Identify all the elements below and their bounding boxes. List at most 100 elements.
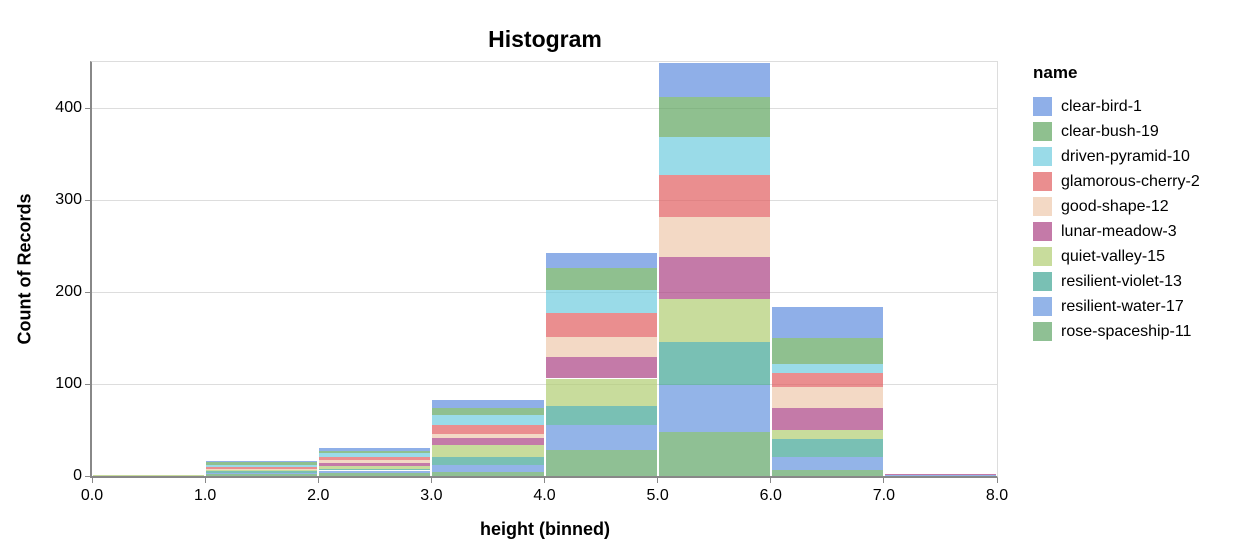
y-tick-label: 0 bbox=[73, 467, 82, 484]
bar-segment bbox=[432, 433, 544, 439]
bar-segment bbox=[206, 473, 318, 475]
bar-segment bbox=[432, 464, 544, 473]
y-tick bbox=[85, 107, 90, 109]
bar-segment bbox=[319, 460, 431, 464]
x-tick-label: 6.0 bbox=[759, 487, 782, 504]
bar-segment bbox=[658, 136, 770, 176]
bar-segment bbox=[432, 456, 544, 465]
x-tick-label: 4.0 bbox=[533, 487, 556, 504]
bar-segment bbox=[206, 466, 318, 469]
bar-segment bbox=[545, 313, 657, 338]
x-tick-label: 3.0 bbox=[420, 487, 443, 504]
x-tick-label: 5.0 bbox=[646, 487, 669, 504]
bar-segment bbox=[319, 473, 431, 476]
bar-segment bbox=[658, 175, 770, 217]
bar-segment bbox=[545, 378, 657, 407]
legend-item-label: quiet-valley-15 bbox=[1061, 248, 1166, 265]
bar-segment bbox=[206, 462, 318, 465]
bar-segment bbox=[771, 363, 883, 373]
legend-item-label: clear-bird-1 bbox=[1061, 98, 1142, 115]
legend-swatch-icon bbox=[1033, 222, 1052, 241]
x-tick-label: 0.0 bbox=[80, 487, 104, 504]
legend-item-label: driven-pyramid-10 bbox=[1061, 148, 1190, 165]
chart-title: Histogram bbox=[488, 26, 602, 52]
legend-item: lunar-meadow-3 bbox=[1033, 222, 1200, 241]
bar-segment bbox=[545, 268, 657, 291]
bar-segment bbox=[771, 470, 883, 476]
bar-segment bbox=[771, 306, 883, 338]
bar-segment bbox=[432, 425, 544, 434]
bar-segment bbox=[658, 62, 770, 97]
legend-item: driven-pyramid-10 bbox=[1033, 147, 1200, 166]
legend-swatch-icon bbox=[1033, 297, 1052, 316]
bar-segment bbox=[658, 96, 770, 137]
legend-swatch-icon bbox=[1033, 122, 1052, 141]
bar-segment bbox=[432, 438, 544, 445]
legend-item: rose-spaceship-11 bbox=[1033, 322, 1200, 341]
x-tick bbox=[770, 478, 772, 483]
bar-segment bbox=[319, 453, 431, 457]
bar-segment bbox=[206, 474, 318, 476]
x-tick-label: 7.0 bbox=[872, 487, 895, 504]
bar-segment bbox=[319, 456, 431, 461]
bar-segment bbox=[771, 430, 883, 440]
bar-segment bbox=[206, 469, 318, 471]
bar-segment bbox=[545, 425, 657, 451]
x-tick bbox=[91, 478, 93, 483]
y-tick-label: 100 bbox=[55, 375, 82, 392]
bar-segment bbox=[206, 468, 318, 470]
legend-item-label: resilient-water-17 bbox=[1061, 298, 1184, 315]
y-tick-label: 200 bbox=[55, 283, 82, 300]
bar-segment bbox=[432, 407, 544, 416]
bar-segment bbox=[771, 338, 883, 364]
x-tick bbox=[883, 478, 885, 483]
plot-area bbox=[90, 61, 998, 478]
y-tick bbox=[85, 475, 90, 477]
bar-segment bbox=[545, 253, 657, 269]
bar-segment bbox=[545, 337, 657, 358]
bar-segment bbox=[658, 299, 770, 342]
x-tick bbox=[204, 478, 206, 483]
legend-swatch-icon bbox=[1033, 197, 1052, 216]
legend: name clear-bird-1 clear-bush-19 driven-pyr… bbox=[1033, 63, 1200, 347]
bar-segment bbox=[545, 357, 657, 379]
bar-segment bbox=[206, 464, 318, 467]
x-tick bbox=[544, 478, 545, 483]
legend-item: glamorous-cherry-2 bbox=[1033, 172, 1200, 191]
bar-segment bbox=[432, 444, 544, 457]
legend-swatch-icon bbox=[1033, 322, 1052, 341]
bar-segment bbox=[545, 450, 657, 476]
bar-segment bbox=[658, 384, 770, 432]
y-gridline bbox=[92, 383, 997, 385]
legend-swatch-icon bbox=[1033, 147, 1052, 166]
legend-items: clear-bird-1 clear-bush-19 driven-pyramid-… bbox=[1033, 97, 1200, 341]
y-tick bbox=[85, 199, 90, 201]
y-axis-title: Count of Records bbox=[14, 193, 35, 345]
legend-item: resilient-violet-13 bbox=[1033, 272, 1200, 291]
legend-item-label: resilient-violet-13 bbox=[1061, 273, 1182, 290]
legend-item-label: clear-bush-19 bbox=[1061, 123, 1159, 140]
y-tick bbox=[85, 383, 90, 385]
y-tick-label: 400 bbox=[55, 99, 82, 116]
bar-segment bbox=[206, 461, 318, 463]
y-tick-label: 300 bbox=[55, 191, 82, 208]
y-tick bbox=[85, 291, 90, 293]
legend-swatch-icon bbox=[1033, 247, 1052, 266]
legend-item-label: rose-spaceship-11 bbox=[1061, 323, 1192, 340]
legend-item: clear-bird-1 bbox=[1033, 97, 1200, 116]
bar-segment bbox=[432, 472, 544, 476]
y-gridline bbox=[92, 199, 997, 201]
bar-segment bbox=[432, 415, 544, 426]
legend-swatch-icon bbox=[1033, 97, 1052, 116]
legend-item-label: lunar-meadow-3 bbox=[1061, 223, 1177, 240]
bar-segment bbox=[771, 439, 883, 457]
bar-segment bbox=[658, 431, 770, 476]
legend-item-label: glamorous-cherry-2 bbox=[1061, 173, 1200, 190]
bar-segment bbox=[206, 470, 318, 474]
legend-item: clear-bush-19 bbox=[1033, 122, 1200, 141]
legend-title: name bbox=[1033, 63, 1078, 82]
x-tick bbox=[430, 478, 432, 483]
bar-segment bbox=[319, 448, 431, 452]
legend-swatch-icon bbox=[1033, 272, 1052, 291]
